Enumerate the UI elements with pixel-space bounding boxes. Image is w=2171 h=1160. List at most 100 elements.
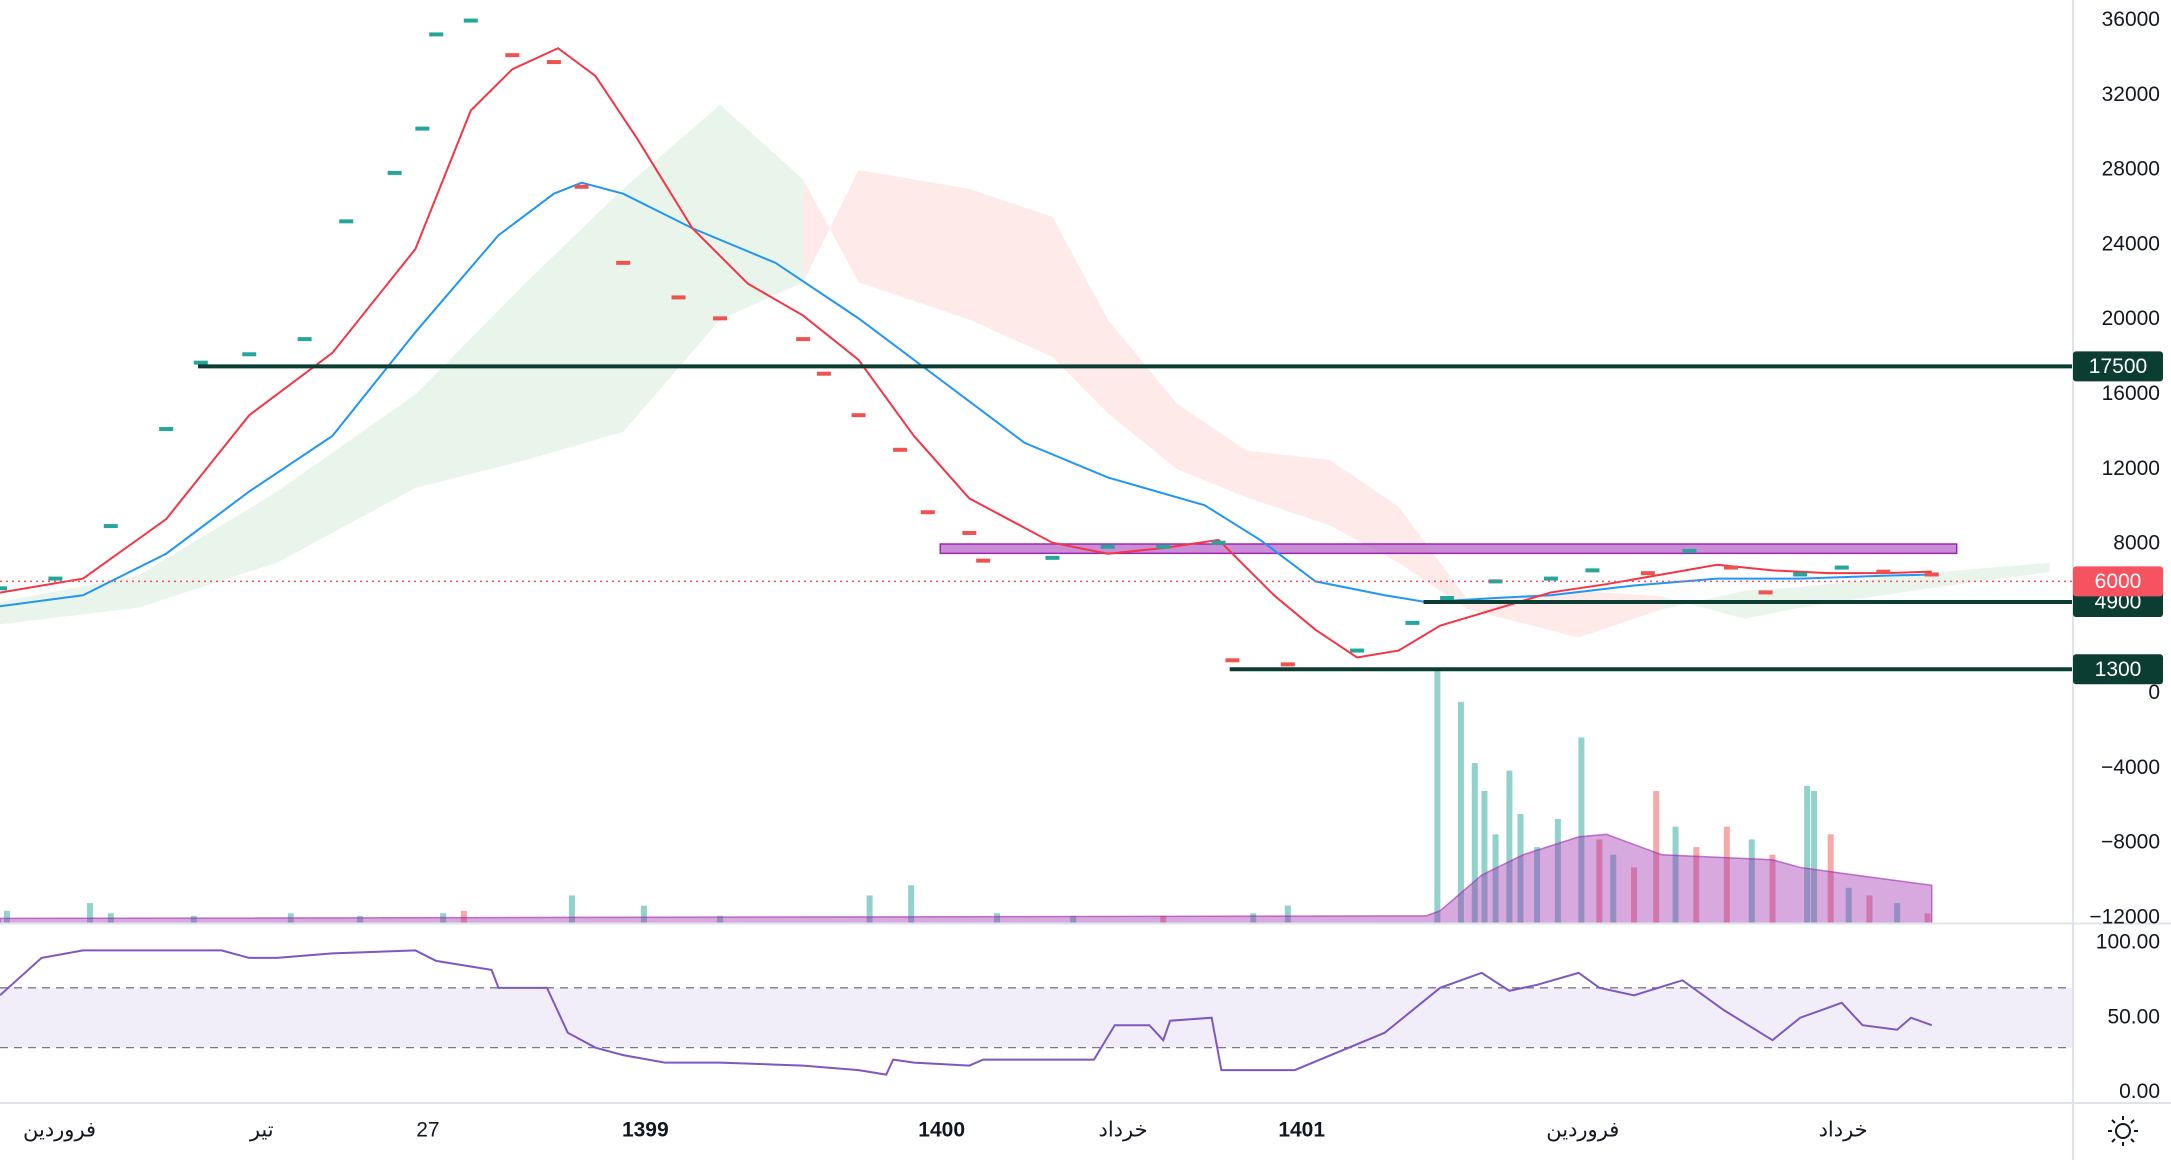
volume-bar	[87, 903, 94, 924]
price-bar	[463, 18, 478, 23]
rsi-band	[0, 987, 2073, 1048]
price-bar	[429, 32, 444, 37]
volume-bar	[1769, 854, 1776, 924]
cloud-segment	[1246, 450, 1330, 526]
y-tick-label: −12000	[2089, 905, 2160, 928]
x-tick-label: 27	[416, 1119, 439, 1142]
cloud-segment	[138, 491, 277, 608]
x-tick-label: 1401	[1278, 1119, 1325, 1142]
price-bar	[159, 427, 174, 432]
price-bar	[505, 53, 520, 58]
y-tick-label: 0	[2148, 681, 2160, 704]
price-bar	[1640, 571, 1655, 576]
volume-bar	[1811, 791, 1818, 924]
last-price-box	[2073, 566, 2163, 597]
volume-bar	[190, 915, 197, 924]
volume-bar	[1804, 785, 1811, 924]
cloud-segment	[415, 282, 527, 488]
price-bar	[1793, 572, 1808, 577]
price-bar	[1045, 555, 1060, 560]
y-tick-label: 32000	[2102, 83, 2160, 106]
price-bar	[713, 316, 728, 321]
price-bar	[1924, 572, 1939, 577]
rsi-tick-label: 0.00	[2119, 1080, 2160, 1103]
price-bar	[1543, 576, 1558, 581]
volume-bar	[1693, 847, 1700, 924]
price-bar	[48, 576, 63, 581]
cloud-segment	[1177, 403, 1247, 498]
volume-bar	[1723, 826, 1730, 924]
y-tick-label: 8000	[2113, 532, 2160, 555]
volume-bar	[1554, 819, 1561, 924]
volume-bar	[1492, 834, 1499, 924]
y-tick-label: 36000	[2102, 8, 2160, 31]
cloud-segment	[1398, 506, 1468, 610]
last-price-label: 6000	[2095, 570, 2142, 593]
price-bar	[193, 360, 208, 365]
price-bar	[796, 337, 811, 342]
price-bar	[1585, 568, 1600, 573]
level-label: 17500	[2089, 355, 2147, 378]
price-bar	[1758, 590, 1773, 595]
level-label: 1300	[2095, 658, 2142, 681]
volume-bar	[1610, 854, 1617, 924]
price-bar	[1156, 544, 1171, 549]
y-tick-label: 12000	[2102, 457, 2160, 480]
ma-slow-line	[0, 181, 1932, 608]
plot	[0, 18, 2073, 1076]
rsi-tick-label: 50.00	[2107, 1005, 2160, 1028]
volume-bar	[1517, 813, 1524, 924]
volume-bar	[866, 895, 873, 924]
price-bar	[387, 170, 402, 175]
rsi-line	[0, 949, 1933, 1076]
volume-bar	[1250, 913, 1257, 924]
price-bar	[976, 558, 991, 563]
price-bar	[1876, 569, 1891, 574]
volume-bar	[717, 915, 724, 924]
volume-bar	[1924, 913, 1931, 924]
x-tick-label: فروردین	[1546, 1119, 1619, 1142]
price-bar	[574, 184, 589, 189]
cloud-segment	[0, 575, 139, 625]
zone	[939, 543, 1958, 555]
volume-bar	[1434, 671, 1441, 924]
rsi-tick-label: 100.00	[2096, 930, 2160, 953]
cloud-segment	[623, 104, 721, 432]
x-tick-label: فروردین	[23, 1119, 96, 1142]
volume-bar	[1596, 839, 1603, 924]
cloud-segment	[526, 188, 624, 460]
cloud-segment	[1329, 459, 1399, 563]
y-tick-label: 20000	[2102, 307, 2160, 330]
price-bar	[1682, 548, 1697, 553]
price-bar	[851, 413, 866, 418]
cloud-segment	[858, 170, 970, 320]
x-tick-label: خرداد	[1819, 1119, 1868, 1142]
price-bar	[297, 337, 312, 342]
cloud-segment	[1800, 572, 1939, 608]
price-bar	[339, 219, 354, 224]
volume-bar	[1506, 770, 1513, 924]
x-tick-label: 1400	[918, 1119, 965, 1142]
volume-bar	[640, 905, 647, 924]
volume-bar	[994, 913, 1001, 924]
cloud-segment	[969, 188, 1053, 358]
cloud-segment	[1661, 590, 1745, 619]
price-bar	[1440, 596, 1455, 601]
volume-ma-area	[0, 833, 1933, 924]
volume-bar	[568, 895, 575, 924]
volume-bar	[1631, 867, 1638, 924]
price-bar	[0, 586, 7, 591]
price-bar	[1405, 620, 1420, 625]
price-bar	[1350, 648, 1365, 653]
cloud-segment	[1938, 562, 2050, 588]
volume-bar	[908, 885, 915, 924]
price-bar	[1100, 544, 1115, 549]
x-tick-label: تیر	[249, 1119, 274, 1142]
x-tick-label: خرداد	[1098, 1119, 1147, 1142]
price-bar	[1834, 565, 1849, 570]
settings-icon[interactable]	[2108, 1116, 2138, 1146]
ma-fast-line	[0, 47, 1932, 659]
price-bar	[1280, 662, 1295, 667]
volume-bar	[1481, 791, 1488, 924]
